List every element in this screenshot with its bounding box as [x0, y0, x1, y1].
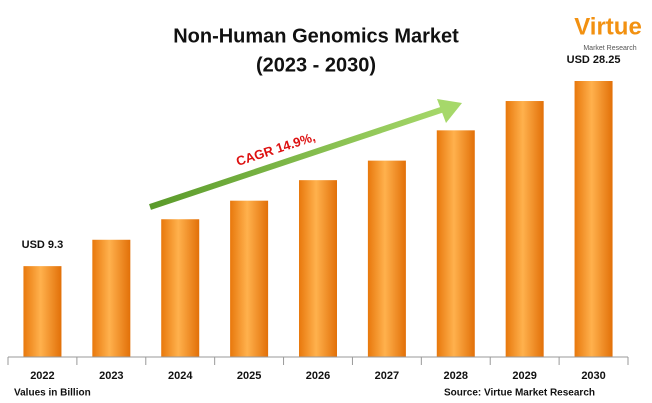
x-tick-label: 2028 [444, 370, 468, 382]
value-label: USD 9.3 [22, 239, 64, 251]
logo-name: Virtue [574, 13, 642, 40]
x-tick-label: 2025 [237, 370, 261, 382]
x-tick-label: 2024 [168, 370, 193, 382]
bar [92, 239, 131, 357]
source-note: Source: Virtue Market Research [444, 388, 595, 399]
cagr-arrow [149, 106, 445, 210]
bars [23, 81, 613, 357]
bar [230, 200, 269, 357]
x-tick-label: 2027 [375, 370, 399, 382]
bar [367, 160, 406, 357]
bar [299, 180, 337, 357]
bar [23, 266, 62, 357]
bar [161, 219, 200, 357]
chart-title: Non-Human Genomics Market [173, 25, 459, 47]
units-note: Values in Billion [14, 388, 91, 399]
arrow-head [437, 99, 462, 123]
bar [436, 130, 475, 357]
x-tick-label: 2022 [30, 370, 54, 382]
value-label: USD 28.25 [567, 54, 621, 66]
x-tick-label: 2026 [306, 370, 330, 382]
x-tick-label: 2030 [581, 370, 605, 382]
x-tick-label: 2023 [99, 370, 123, 382]
chart-subtitle: (2023 - 2030) [256, 54, 376, 76]
logo-tagline: Market Research [583, 45, 636, 52]
x-tick-label: 2029 [512, 370, 536, 382]
bar [505, 101, 544, 357]
bar [574, 81, 613, 357]
